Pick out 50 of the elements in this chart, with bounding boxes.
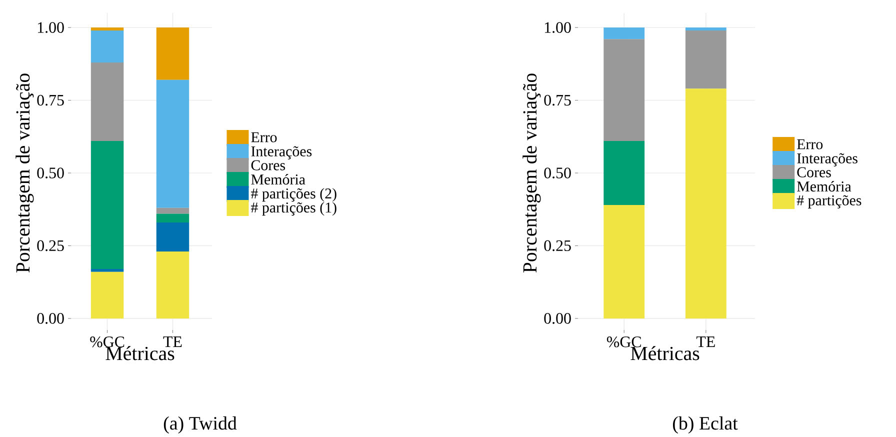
bar: [685, 30, 726, 89]
text: (a) Twidd: [164, 416, 237, 434]
x-axis-title: Métricas: [106, 346, 174, 360]
y-axis-title: Porcentagem de variação: [16, 74, 34, 273]
bar: [156, 222, 190, 252]
legend-label: Cores: [797, 167, 831, 178]
legend-label: Erro: [251, 132, 277, 142]
legend-label: Erro: [797, 139, 823, 150]
y-tick-label: 0.00: [37, 313, 64, 324]
x-tick-label: TE: [696, 336, 715, 347]
y-tick-label: 0.25: [37, 240, 64, 252]
bar: [156, 252, 190, 318]
bar: [604, 204, 645, 318]
y-tick-label: 1.00: [38, 22, 64, 33]
bar: [156, 214, 190, 222]
y-tick-label: 0.75: [544, 94, 571, 106]
y-tick-label: 0.50: [544, 168, 571, 178]
bar: [685, 88, 726, 318]
legend-label: Memória: [251, 174, 306, 185]
text: (b) Eclat: [672, 416, 738, 434]
x-tick-label: %GC: [606, 336, 641, 348]
x-tick-label: TE: [163, 336, 182, 347]
bar: [604, 140, 645, 205]
x-tick-label: %GC: [90, 336, 124, 348]
bar: [90, 272, 124, 318]
x-axis-title: Métricas: [630, 346, 700, 360]
legend-label: # partições (2): [250, 188, 336, 202]
y-tick-label: 0.00: [544, 313, 571, 324]
bar: [156, 80, 190, 208]
legend-label: Memória: [797, 181, 852, 192]
legend-label: # partições (1): [250, 202, 336, 216]
bar: [604, 28, 645, 40]
bar: [156, 28, 190, 80]
bar: [90, 140, 124, 269]
legend-label: Interações: [797, 153, 858, 166]
bar: [685, 28, 726, 30]
y-tick-label: 1.00: [545, 22, 571, 33]
bar: [90, 28, 124, 30]
y-tick-label: 0.50: [37, 168, 64, 178]
y-axis-title: Porcentagem de variação: [522, 74, 541, 273]
legend-label: Interações: [251, 146, 312, 160]
y-tick-label: 0.25: [544, 240, 571, 252]
bar: [156, 208, 190, 214]
bar: [90, 30, 124, 62]
legend-label: # partições: [796, 195, 862, 208]
legend-label: Cores: [251, 160, 286, 170]
y-tick-label: 0.75: [37, 94, 64, 106]
bar: [90, 62, 124, 141]
bar: [90, 268, 124, 272]
bar: [604, 39, 645, 141]
